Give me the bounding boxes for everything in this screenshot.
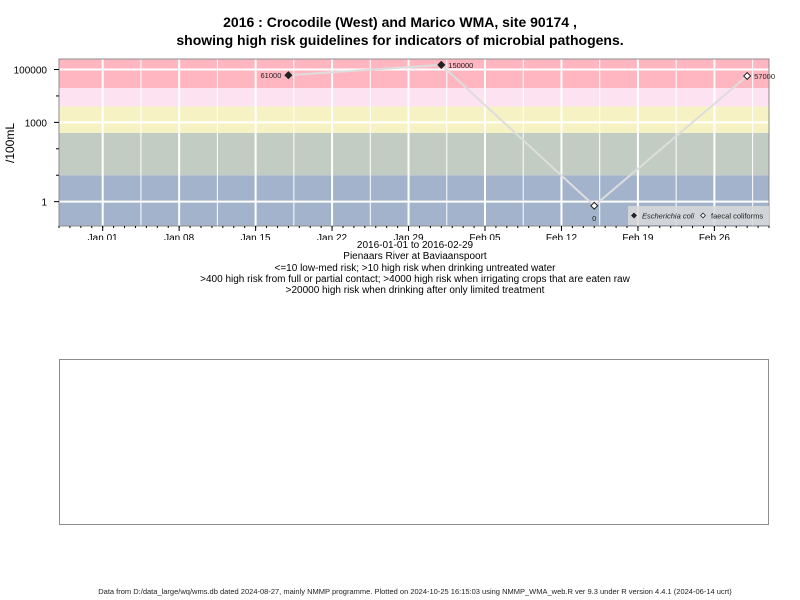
footer-note: Data from D:/data_large/wq/wms.db dated … xyxy=(98,587,732,596)
x-tick-label-1: Jan 08 xyxy=(164,233,194,240)
legend: Escherichia coli faecal coliforms xyxy=(628,206,769,225)
point-0-0 xyxy=(284,71,293,80)
point-0-1 xyxy=(437,60,446,69)
legend-label-0: Escherichia coli xyxy=(642,212,694,221)
point-1-0 xyxy=(590,201,599,210)
y-tick-label-0: 1 xyxy=(41,198,47,209)
chart-title: 2016 : Crocodile (West) and Marico WMA, … xyxy=(0,13,800,49)
risk-band-2 xyxy=(59,106,769,133)
x-tick-label-4: Jan 29 xyxy=(394,233,424,240)
risk-band-3 xyxy=(59,87,769,107)
risk-bands xyxy=(59,59,769,226)
x-tick-label-0: Jan 01 xyxy=(88,233,118,240)
series-path xyxy=(288,63,748,208)
x-tick-label-2: Jan 15 xyxy=(241,233,271,240)
legend-box xyxy=(628,206,769,225)
y-tick-label-2: 100000 xyxy=(14,66,48,77)
x-tick-label-6: Feb 12 xyxy=(546,233,578,240)
caption-date-range: 2016-01-01 to 2016-02-29 xyxy=(356,240,474,251)
caption-guideline-treatment: >20000 high risk when drinking after onl… xyxy=(285,285,545,297)
x-tick-label-8: Feb 26 xyxy=(699,233,731,240)
legend-marker-1 xyxy=(700,212,706,219)
grid-lines xyxy=(59,59,769,226)
risk-band-1 xyxy=(59,132,769,176)
point-label-1-0: 0 xyxy=(592,214,596,223)
point-label-1-1: 57000 xyxy=(754,72,775,81)
point-1-1 xyxy=(743,71,752,81)
series-lines xyxy=(288,63,748,208)
caption-guideline-contact: >400 high risk from full or partial cont… xyxy=(200,273,630,285)
chart-title-line2: showing high risk guidelines for indicat… xyxy=(176,32,624,48)
plot-frame xyxy=(58,58,770,227)
y-axis-label: /100mL xyxy=(3,123,17,163)
x-tick-label-7: Feb 19 xyxy=(622,233,654,240)
caption-site: Pienaars River at Baviaanspoort xyxy=(343,251,487,263)
data-points: 61000 150000 0 57000 xyxy=(261,60,775,223)
x-tick-label-5: Feb 05 xyxy=(469,233,501,240)
chart-title-line1: 2016 : Crocodile (West) and Marico WMA, … xyxy=(223,14,577,30)
caption-guideline-drinking: <=10 low-med risk; >10 high risk when dr… xyxy=(274,262,556,274)
point-label-0-1: 150000 xyxy=(448,61,473,70)
y-tick-label-1: 1000 xyxy=(25,118,48,129)
legend-label-1: faecal coliforms xyxy=(711,212,763,221)
legend-marker-0 xyxy=(631,212,637,219)
point-label-0-0: 61000 xyxy=(261,71,282,80)
axes: Jan 01 Jan 08 Jan 15 Jan 22 Jan 29 Feb 05 Feb … xyxy=(14,58,770,240)
empty-plot-panel xyxy=(59,359,769,525)
risk-band-4 xyxy=(59,59,769,88)
x-tick-label-3: Jan 22 xyxy=(317,233,347,240)
chart-caption: 2016-01-01 to 2016-02-29 Pienaars River … xyxy=(0,240,800,296)
